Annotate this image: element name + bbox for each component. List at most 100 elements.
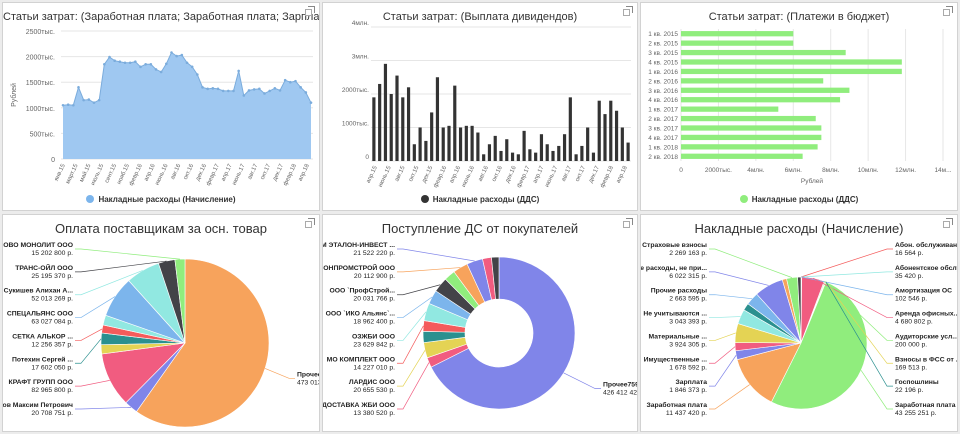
slice-value: 14 227 010 р. (353, 364, 395, 371)
slice-value: 11 437 420 р. (666, 410, 707, 417)
x-tick-label: февр.17 (206, 163, 221, 187)
y-tick-label: 2 кв. 2016 (648, 78, 678, 85)
slice-value: 3 043 393 р. (669, 319, 707, 326)
data-point (268, 89, 271, 93)
x-tick-label: апр.17 (532, 165, 545, 185)
x-tick-label: авг.15 (394, 165, 407, 183)
bar (620, 127, 624, 161)
x-tick-label: окт.17 (260, 163, 273, 181)
y-tick-label: 2000тыс. (26, 55, 55, 62)
slice-label: Абонентское обслужива... (895, 264, 958, 272)
bar (522, 130, 526, 161)
bar (510, 152, 515, 161)
y-tick-label: 1500тыс. (26, 80, 55, 87)
expand-icon[interactable] (943, 218, 953, 228)
slice-value: 52 013 269 р. (31, 296, 73, 303)
bar (681, 49, 846, 56)
x-tick-label: апр.18 (616, 165, 629, 185)
data-point (190, 65, 194, 69)
slice-label: ОЗЖБИ ООО (352, 333, 395, 340)
slice-value: 22 196 р. (895, 387, 923, 394)
x-tick-label: апр.15 (366, 165, 379, 185)
legend[interactable]: Накладные расходы (ДДС) (323, 195, 637, 204)
data-point (175, 54, 178, 58)
data-point (273, 87, 277, 90)
chart-title: Поступление ДС от покупателей (381, 221, 579, 236)
data-point (294, 79, 297, 83)
legend-label: Накладные расходы (Начисление) (98, 195, 236, 204)
area-fill (63, 52, 311, 159)
slice-label: ТОРГОВЫЙ ДОМ ЭТАЛОН-ИНВЕСТ ... (322, 240, 395, 249)
bar (551, 150, 555, 161)
data-point (165, 62, 168, 66)
slice-value: 82 965 800 р. (31, 387, 73, 394)
expand-icon[interactable] (623, 6, 633, 16)
bar (418, 127, 422, 161)
bar (603, 114, 607, 161)
slice-value: 21 522 220 р. (353, 250, 395, 257)
legend-dot (739, 195, 748, 203)
leader-line (709, 355, 737, 387)
pie-slice (491, 256, 500, 300)
x-tick-label: 4млн. (747, 167, 764, 174)
expand-icon[interactable] (623, 218, 633, 228)
panel-overhead: Накладные расходы (Начисление) Страховые… (640, 214, 958, 432)
leader-line (75, 270, 143, 296)
leader-line (800, 248, 893, 278)
slice-value: 43 255 251 р. (895, 410, 937, 417)
slice-label: Имущественные ... (644, 356, 707, 363)
data-point (144, 62, 147, 66)
expand-icon[interactable] (305, 6, 315, 16)
bar (430, 112, 434, 161)
leader-line (709, 384, 750, 410)
slice-value: 3 924 305 р. (669, 341, 707, 348)
data-point (113, 59, 116, 62)
legend[interactable]: Накладные расходы (ДДС) (641, 195, 957, 204)
slice-value: 6 022 315 р. (669, 273, 707, 280)
data-point (206, 87, 209, 91)
expand-icon[interactable] (305, 218, 315, 228)
bar (545, 144, 549, 161)
y-tick-label: 0 (365, 154, 369, 161)
expand-icon[interactable] (943, 6, 953, 16)
x-axis-label: Рублей (801, 177, 823, 185)
leader-line (75, 328, 103, 341)
bar (557, 145, 561, 161)
chart-title: Статьи затрат: (Выплата дивидендов) (382, 11, 578, 23)
slice-label: Абон. обслуживание 1С: Бухгалтерия 7.7..… (895, 241, 958, 249)
bar (528, 149, 532, 161)
data-point (211, 87, 215, 90)
leader-line (75, 380, 110, 387)
bar (614, 110, 619, 161)
y-tick-label: 2000тыс. (342, 87, 369, 94)
bar (389, 94, 393, 161)
bar (574, 154, 578, 161)
x-tick-label: авг.16 (478, 165, 491, 183)
pie-slice (797, 276, 802, 344)
chart-title: Накладные расходы (Начисление) (694, 221, 904, 236)
x-tick-label: февр.17 (516, 165, 531, 189)
bar (534, 152, 538, 161)
data-point (72, 103, 75, 107)
x-tick-label: окт.15 (408, 165, 421, 183)
bar (609, 100, 613, 161)
slice-label: СЕТКА АЛЬКОР ... (12, 333, 73, 340)
x-tick-label: июнь.15 (378, 165, 393, 189)
slice-label: ТУЧКОВО МОНОЛИТ ООО (2, 242, 73, 249)
slice-label: Прочее217 (297, 371, 320, 378)
leader-line (75, 260, 167, 273)
panel-suppliers: Оплата поставщикам за осн. товар ТУЧКОВО… (2, 214, 320, 432)
x-tick-label: февр.18 (600, 165, 615, 189)
leader-line (397, 296, 433, 318)
slice-label: МО КОМПЛЕКТ ООО (327, 356, 395, 363)
leader-line (75, 338, 102, 364)
slice-value: 63 027 084 р. (31, 319, 73, 326)
y-tick-label: 1000тыс. (342, 121, 369, 128)
legend[interactable]: Накладные расходы (Начисление) (3, 195, 319, 204)
bar (487, 144, 492, 161)
data-point (149, 62, 153, 66)
y-tick-label: 4 кв. 2015 (648, 60, 678, 67)
slice-label: Аудиторские усл... (895, 333, 958, 340)
data-point (283, 78, 287, 82)
